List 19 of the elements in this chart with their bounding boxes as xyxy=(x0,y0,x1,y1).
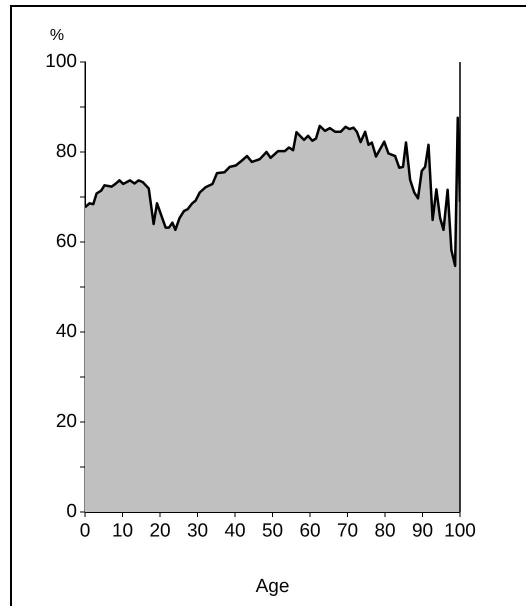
x-tick-label: 50 xyxy=(262,520,284,542)
y-tick-label: 40 xyxy=(56,321,77,342)
x-tick-label: 70 xyxy=(336,520,358,542)
x-tick-label: 0 xyxy=(80,520,90,542)
x-tick-label: 60 xyxy=(299,520,321,542)
x-tick-label: 20 xyxy=(149,520,171,542)
y-axis-title: % xyxy=(50,27,64,44)
x-tick-label: 30 xyxy=(186,520,208,542)
y-tick-label: 100 xyxy=(45,51,77,72)
x-tick-label: 10 xyxy=(112,520,134,542)
y-tick-label: 0 xyxy=(66,501,77,522)
x-tick-label: 80 xyxy=(374,520,396,542)
y-tick-label: 20 xyxy=(56,411,77,432)
x-tick-label: 40 xyxy=(224,520,246,542)
x-axis-title: Age xyxy=(256,576,290,597)
x-tick-label: 100 xyxy=(444,520,476,542)
y-tick-label: 60 xyxy=(56,231,77,252)
y-tick-label: 80 xyxy=(56,141,77,162)
x-tick-label: 90 xyxy=(412,520,434,542)
